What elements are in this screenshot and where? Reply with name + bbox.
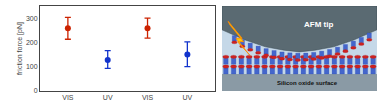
svg-text:0: 0 <box>34 87 38 94</box>
svg-text:100: 100 <box>26 63 38 70</box>
svg-text:300: 300 <box>26 15 38 22</box>
svg-text:UV: UV <box>103 94 113 101</box>
svg-text:VIS: VIS <box>142 94 154 101</box>
svg-text:UV: UV <box>182 94 192 101</box>
svg-text:Silicon oxide surface: Silicon oxide surface <box>277 80 338 86</box>
svg-text:VIS: VIS <box>62 94 74 101</box>
svg-text:friction force [pN]: friction force [pN] <box>16 22 24 75</box>
svg-text:200: 200 <box>26 39 38 46</box>
svg-text:AFM tip: AFM tip <box>304 20 333 29</box>
